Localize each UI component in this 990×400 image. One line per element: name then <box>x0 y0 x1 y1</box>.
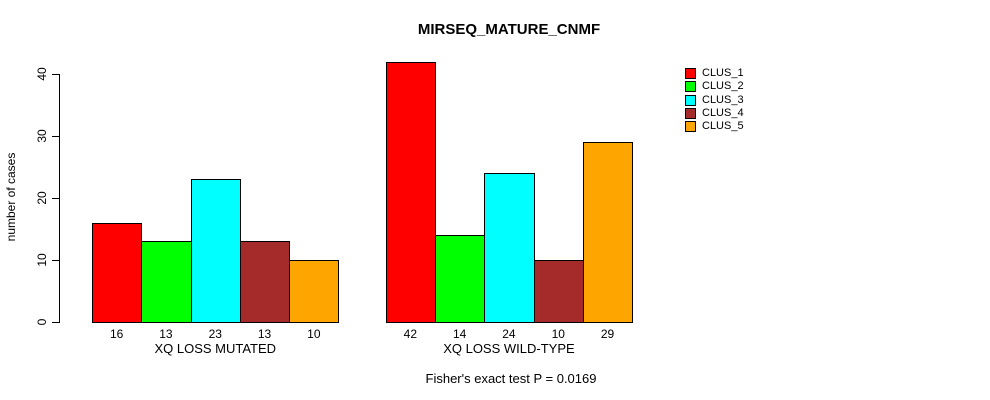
bar-clus_2-group1 <box>141 241 192 323</box>
y-axis-line <box>59 74 60 323</box>
bar-clus_1-group2 <box>385 61 436 323</box>
bar-value-label: 24 <box>502 327 516 341</box>
group-label: XQ LOSS MUTATED <box>154 341 277 356</box>
bar-value-label: 42 <box>403 327 418 341</box>
legend-swatch-clus_2 <box>685 81 696 93</box>
y-tick <box>52 74 59 75</box>
annotation-pvalue: Fisher's exact test P = 0.0169 <box>425 371 597 386</box>
y-tick <box>52 198 59 199</box>
bar-clus_4-group1 <box>239 241 291 323</box>
y-tick-label: 40 <box>35 67 49 81</box>
bar-value-label: 16 <box>109 327 124 341</box>
bar-clus_2-group2 <box>435 235 486 323</box>
y-axis-label: number of cases <box>4 152 18 242</box>
bar-clus_5-group2 <box>582 142 634 323</box>
bar-value-label: 10 <box>307 327 321 341</box>
y-tick-label: 10 <box>35 253 49 267</box>
bar-value-label: 13 <box>159 327 173 341</box>
bar-value-label: 29 <box>600 327 615 341</box>
bar-clus_3-group1 <box>190 179 241 323</box>
legend-label: CLUS_4 <box>702 106 744 119</box>
y-tick <box>52 136 59 137</box>
y-tick-label: 0 <box>35 318 49 326</box>
y-tick <box>52 322 59 323</box>
bar-value-label: 23 <box>208 327 222 341</box>
legend-swatch-clus_4 <box>685 107 696 119</box>
y-tick-label: 30 <box>35 129 49 143</box>
bar-clus_5-group1 <box>289 260 340 323</box>
legend-label: CLUS_5 <box>702 120 744 133</box>
legend-swatch-clus_3 <box>685 94 696 106</box>
legend-swatch-clus_1 <box>685 68 696 79</box>
bar-clus_1-group1 <box>92 222 143 323</box>
chart-title: MIRSEQ_MATURE_CNMF <box>417 21 601 38</box>
bar-value-label: 10 <box>551 327 565 341</box>
y-tick-label: 20 <box>35 191 49 205</box>
y-tick <box>52 260 59 261</box>
legend-label: CLUS_3 <box>702 93 744 106</box>
bar-clus_4-group2 <box>533 260 584 323</box>
bar-value-label: 13 <box>257 327 272 341</box>
bar-value-label: 14 <box>452 327 467 341</box>
bar-clus_3-group2 <box>484 173 535 323</box>
legend-label: CLUS_1 <box>702 67 744 79</box>
legend-swatch-clus_5 <box>685 121 696 133</box>
legend-label: CLUS_2 <box>702 80 744 93</box>
group-label: XQ LOSS WILD-TYPE <box>443 341 575 356</box>
